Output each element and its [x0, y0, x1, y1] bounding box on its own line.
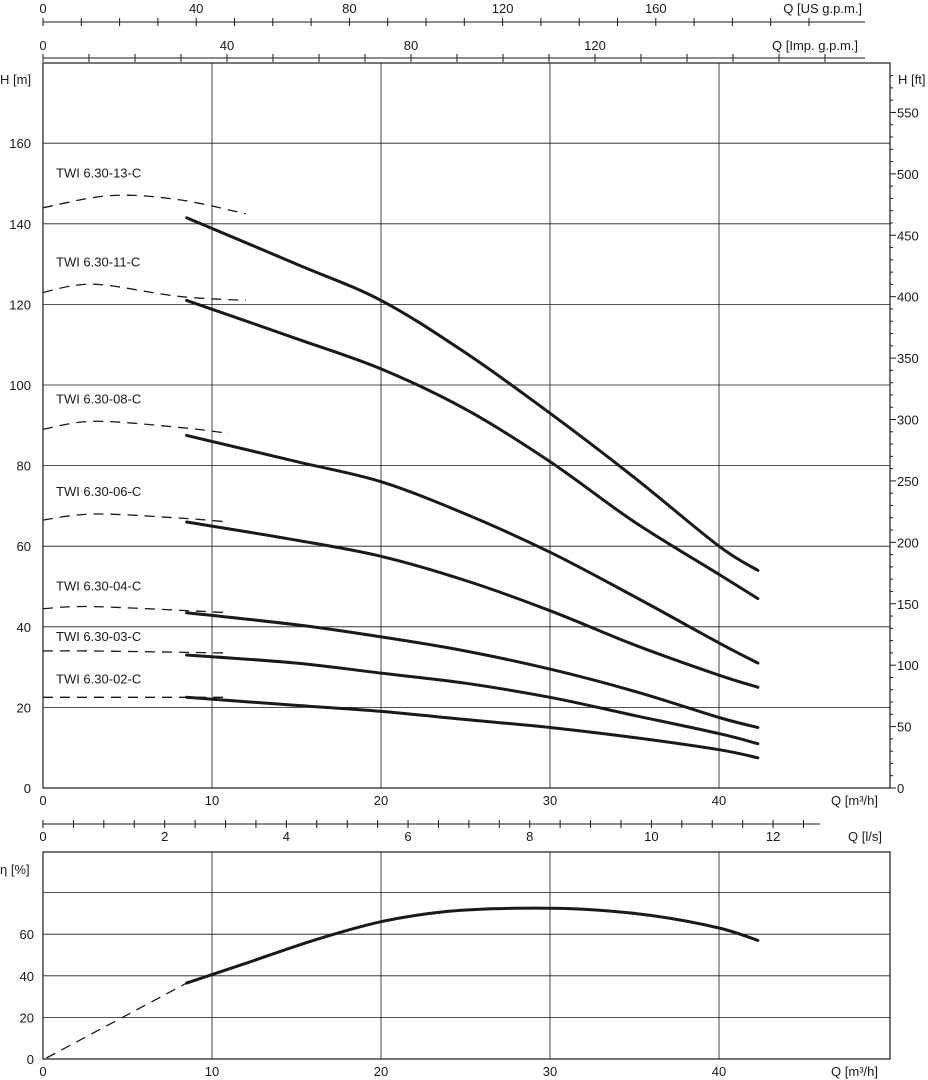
head-curve	[185, 653, 760, 746]
head-curve	[185, 695, 760, 760]
ls-tick-label: 0	[39, 829, 46, 844]
eff-axis-label: η [%]	[0, 862, 30, 877]
head-ft-tick-label: 300	[897, 413, 919, 428]
efficiency-curve	[185, 906, 760, 985]
head-ft-tick-label: 50	[897, 720, 911, 735]
head-m-tick-label: 160	[9, 136, 31, 151]
head-ft-tick-label: 250	[897, 474, 919, 489]
series-label: TWI 6.30-03-C	[56, 629, 141, 644]
head-m-tick-label: 80	[17, 459, 31, 474]
head-ft-tick-label: 150	[897, 597, 919, 612]
us-gpm-tick-label: 160	[645, 1, 667, 16]
m3h-tick-label: 40	[712, 793, 726, 808]
imp-gpm-tick-label: 120	[584, 38, 606, 53]
head-ft-tick-label: 350	[897, 351, 919, 366]
head-ft-tick-label: 0	[897, 781, 904, 796]
head-curve	[185, 520, 760, 689]
head-ft-tick-label: 500	[897, 167, 919, 182]
head-curve	[185, 433, 760, 665]
eff-m3h-tick-label: 10	[205, 1064, 219, 1079]
us-gpm-axis-label: Q [US g.p.m.]	[783, 1, 862, 16]
head-curve	[185, 298, 760, 601]
axes-layer	[42, 18, 896, 828]
head-ft-tick-label: 200	[897, 535, 919, 550]
eff-m3h-tick-label: 0	[39, 1064, 46, 1079]
m3h-tick-label: 10	[205, 793, 219, 808]
ls-tick-label: 6	[404, 829, 411, 844]
series-label: TWI 6.30-11-C	[56, 254, 140, 269]
eff-m3h-axis-label: Q [m³/h]	[831, 1064, 878, 1079]
head-m-tick-label: 140	[9, 217, 31, 232]
head-m-axis-label: H [m]	[0, 72, 31, 87]
eff-chart-frame	[42, 851, 891, 1060]
head-curve	[185, 216, 760, 572]
ls-tick-label: 8	[526, 829, 533, 844]
head-curve-dashed	[42, 194, 246, 215]
head-curve	[185, 611, 760, 729]
head-m-tick-label: 120	[9, 297, 31, 312]
curves-layer	[42, 194, 760, 1059]
us-gpm-tick-label: 120	[492, 1, 514, 16]
head-curve-dashed	[42, 650, 229, 654]
series-label: TWI 6.30-02-C	[56, 671, 141, 686]
series-label: TWI 6.30-06-C	[56, 484, 141, 499]
imp-gpm-tick-label: 80	[404, 38, 418, 53]
eff-tick-label: 0	[27, 1052, 34, 1067]
m3h-tick-label: 20	[374, 793, 388, 808]
m3h-tick-label: 30	[543, 793, 557, 808]
eff-m3h-tick-label: 30	[543, 1064, 557, 1079]
head-m-tick-label: 20	[17, 700, 31, 715]
ls-tick-label: 4	[283, 829, 290, 844]
head-chart-frame	[42, 62, 891, 789]
head-ft-tick-label: 100	[897, 658, 919, 673]
us-gpm-tick-label: 0	[39, 1, 46, 16]
head-m-tick-label: 0	[24, 781, 31, 796]
head-m-tick-label: 60	[17, 539, 31, 554]
ls-tick-label: 2	[161, 829, 168, 844]
head-ft-tick-label: 550	[897, 105, 919, 120]
us-gpm-tick-label: 40	[189, 1, 203, 16]
us-gpm-tick-label: 80	[342, 1, 356, 16]
head-curve-dashed	[42, 605, 229, 614]
eff-m3h-tick-label: 40	[712, 1064, 726, 1079]
imp-gpm-tick-label: 0	[39, 38, 46, 53]
m3h-axis-label: Q [m³/h]	[831, 793, 878, 808]
head-ft-tick-label: 450	[897, 228, 919, 243]
grid-layer	[42, 62, 891, 1060]
head-curve-dashed	[42, 420, 229, 435]
eff-tick-label: 20	[20, 1010, 34, 1025]
head-curve-dashed	[42, 513, 229, 523]
eff-tick-label: 40	[20, 969, 34, 984]
imp-gpm-tick-label: 40	[220, 38, 234, 53]
head-m-tick-label: 100	[9, 378, 31, 393]
head-curve-dashed	[42, 283, 246, 302]
eff-tick-label: 60	[20, 927, 34, 942]
series-label: TWI 6.30-08-C	[56, 391, 141, 406]
head-m-tick-label: 40	[17, 620, 31, 635]
ls-axis-label: Q [l/s]	[848, 829, 882, 844]
series-label: TWI 6.30-04-C	[56, 579, 141, 594]
efficiency-curve-dashed	[46, 982, 187, 1059]
head-ft-tick-label: 400	[897, 290, 919, 305]
imp-gpm-axis-label: Q [Imp. g.p.m.]	[772, 38, 858, 53]
m3h-tick-label: 0	[39, 793, 46, 808]
series-label: TWI 6.30-13-C	[56, 166, 141, 181]
ls-tick-label: 10	[644, 829, 658, 844]
eff-m3h-tick-label: 20	[374, 1064, 388, 1079]
head-ft-axis-label: H [ft]	[898, 72, 925, 87]
ls-tick-label: 12	[766, 829, 780, 844]
